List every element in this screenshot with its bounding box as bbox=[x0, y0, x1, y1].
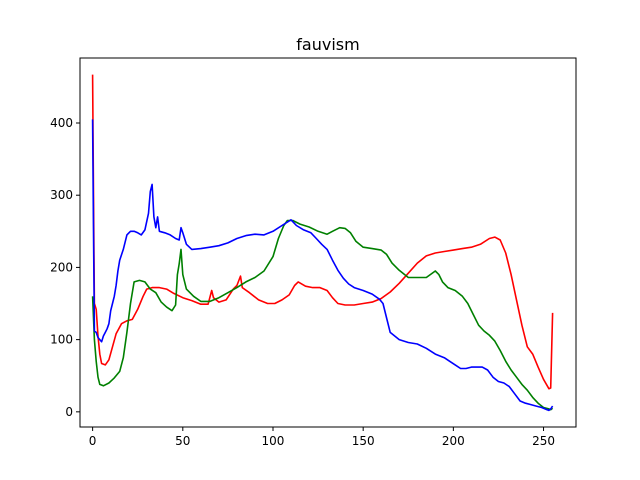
y-tick-label: 200 bbox=[50, 260, 73, 274]
x-axis: 0 50 100 150 200 250 bbox=[89, 427, 555, 448]
x-tick-label: 0 bbox=[89, 434, 97, 448]
y-axis: 0 100 200 300 400 bbox=[50, 116, 80, 419]
y-tick-label: 400 bbox=[50, 116, 73, 130]
plot-frame bbox=[79, 57, 577, 428]
series-layer bbox=[91, 74, 554, 412]
series-line-2 bbox=[91, 119, 554, 412]
x-tick-label: 250 bbox=[532, 434, 555, 448]
x-tick-label: 150 bbox=[352, 434, 375, 448]
series-line-0 bbox=[91, 74, 554, 390]
chart-title: fauvism bbox=[296, 35, 359, 54]
series-line-1 bbox=[91, 219, 554, 411]
y-tick-label: 0 bbox=[65, 405, 73, 419]
x-tick-label: 100 bbox=[262, 434, 285, 448]
x-tick-label: 200 bbox=[442, 434, 465, 448]
y-tick-label: 300 bbox=[50, 188, 73, 202]
x-tick-label: 50 bbox=[175, 434, 190, 448]
y-tick-label: 100 bbox=[50, 333, 73, 347]
